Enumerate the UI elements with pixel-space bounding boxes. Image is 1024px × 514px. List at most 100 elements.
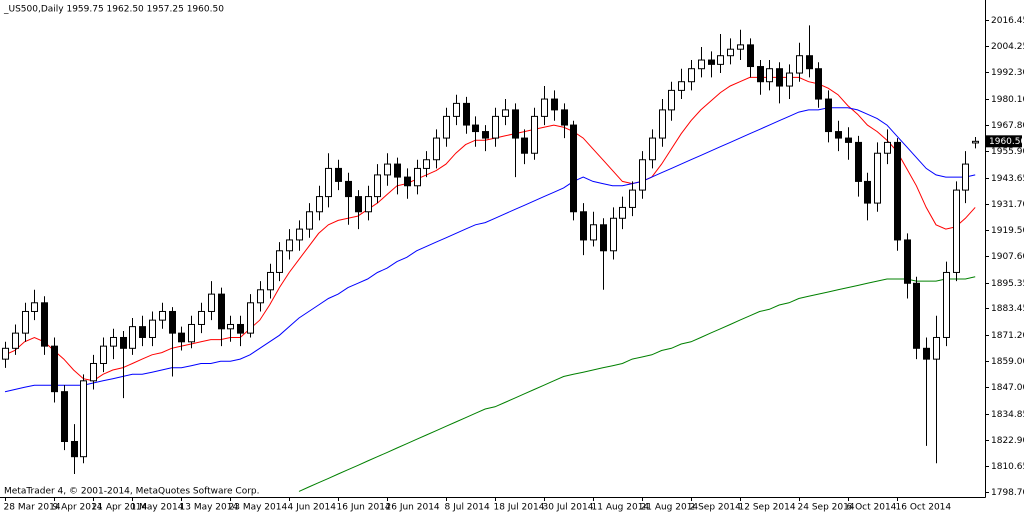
moving-average (4, 107, 976, 393)
candle-body (894, 141, 901, 241)
x-tick-label: 6 Oct 2014 (847, 503, 897, 513)
candle-body (766, 68, 773, 83)
candle-body (237, 323, 244, 334)
candle-body (61, 391, 68, 443)
candle-body (727, 48, 734, 57)
x-tick-label: 1 May 2014 (131, 503, 184, 513)
y-tick-label: 1883.45 (991, 304, 1024, 314)
y-tick-label: 1931.70 (991, 200, 1024, 210)
candle-body (825, 98, 832, 133)
candle-body (31, 302, 38, 312)
candle-body (414, 167, 421, 187)
y-tick-label: 1859.00 (991, 357, 1024, 367)
candle-body (551, 98, 558, 111)
candle-body (649, 137, 656, 161)
y-tick-label: 1798.70 (991, 488, 1024, 498)
candle-body (355, 196, 362, 213)
candle-body (198, 310, 205, 325)
x-tick-label: 18 Jul 2014 (494, 503, 545, 513)
candle-body (374, 174, 381, 198)
y-tick-label: 1822.90 (991, 436, 1024, 446)
candle-body (178, 332, 185, 343)
y-tick-label: 1847.00 (991, 383, 1024, 393)
x-tick-label: 30 Jul 2014 (543, 503, 594, 513)
x-tick-label: 26 Jun 2014 (386, 503, 440, 513)
candle-body (835, 131, 842, 139)
candle-body (492, 115, 499, 139)
candle-body (610, 217, 617, 252)
candle-body (276, 250, 283, 273)
candle-body (71, 441, 78, 458)
candle-body (943, 271, 950, 338)
chart-title: _US500,Daily 1959.75 1962.50 1957.25 196… (3, 5, 224, 15)
y-tick-label: 1871.20 (991, 331, 1024, 341)
candle-body (129, 326, 136, 349)
candle-body (855, 141, 862, 182)
candle-body (100, 345, 107, 364)
candle-body (874, 152, 881, 204)
candle-body (678, 81, 685, 91)
candle-body (325, 167, 332, 198)
y-tick-label: 1943.65 (991, 174, 1024, 184)
candle-body (561, 109, 568, 126)
candle-body (786, 72, 793, 87)
candle-body (345, 180, 352, 198)
candle-body (110, 336, 117, 347)
candle-body (904, 239, 911, 284)
candle-body (316, 196, 323, 213)
moving-average (298, 276, 976, 492)
candle-body (864, 180, 871, 204)
y-tick-label: 1980.10 (991, 95, 1024, 105)
candle-body (962, 163, 969, 191)
candle-body (90, 362, 97, 382)
candle-body (659, 109, 666, 139)
candle-body (913, 282, 920, 349)
candle-body (169, 310, 176, 334)
candle-body (80, 380, 87, 458)
candle-body (22, 310, 29, 334)
y-tick-label: 1967.80 (991, 121, 1024, 131)
candle-body (521, 137, 528, 154)
candle-body (286, 239, 293, 252)
y-tick-label: 2016.45 (991, 16, 1024, 26)
footer: MetaTrader 4, © 2001-2014, MetaQuotes So… (4, 487, 260, 497)
candle-body (139, 326, 146, 338)
candle-body (747, 44, 754, 68)
x-tick-label: 8 Jul 2014 (445, 503, 490, 513)
candle-body (296, 228, 303, 241)
candle-body (796, 55, 803, 74)
candle-body (463, 102, 470, 126)
candle-body (639, 159, 646, 191)
candle-body (12, 332, 19, 349)
candle-body (502, 109, 509, 117)
candle-body (394, 163, 401, 178)
y-tick-label: 1907.60 (991, 252, 1024, 262)
candle-body (688, 68, 695, 83)
moving-average (4, 76, 976, 382)
candle-body (757, 66, 764, 83)
candle-body (267, 271, 274, 291)
candle-body (884, 141, 891, 154)
candle-body (776, 68, 783, 87)
x-tick-label: 21 Apr 2014 (92, 503, 148, 513)
candle-body (2, 347, 9, 360)
x-tick-label: 16 Oct 2014 (896, 503, 952, 513)
candle-body (149, 319, 156, 338)
x-tick-label: 28 Mar 2014 (4, 503, 61, 513)
candle-body (247, 302, 254, 334)
y-tick-label: 1810.65 (991, 462, 1024, 472)
candle-body (933, 336, 940, 360)
candle-body (208, 293, 215, 312)
x-tick-label: 9 Apr 2014 (53, 503, 103, 513)
candle-body (717, 55, 724, 65)
candle-body (453, 102, 460, 117)
candle-body (531, 115, 538, 154)
candle-body (972, 140, 979, 144)
candle-body (512, 109, 519, 139)
candle-body (737, 44, 744, 50)
x-tick-label: 12 Sep 2014 (739, 503, 796, 513)
candle-body (580, 211, 587, 241)
candle-body (306, 211, 313, 230)
